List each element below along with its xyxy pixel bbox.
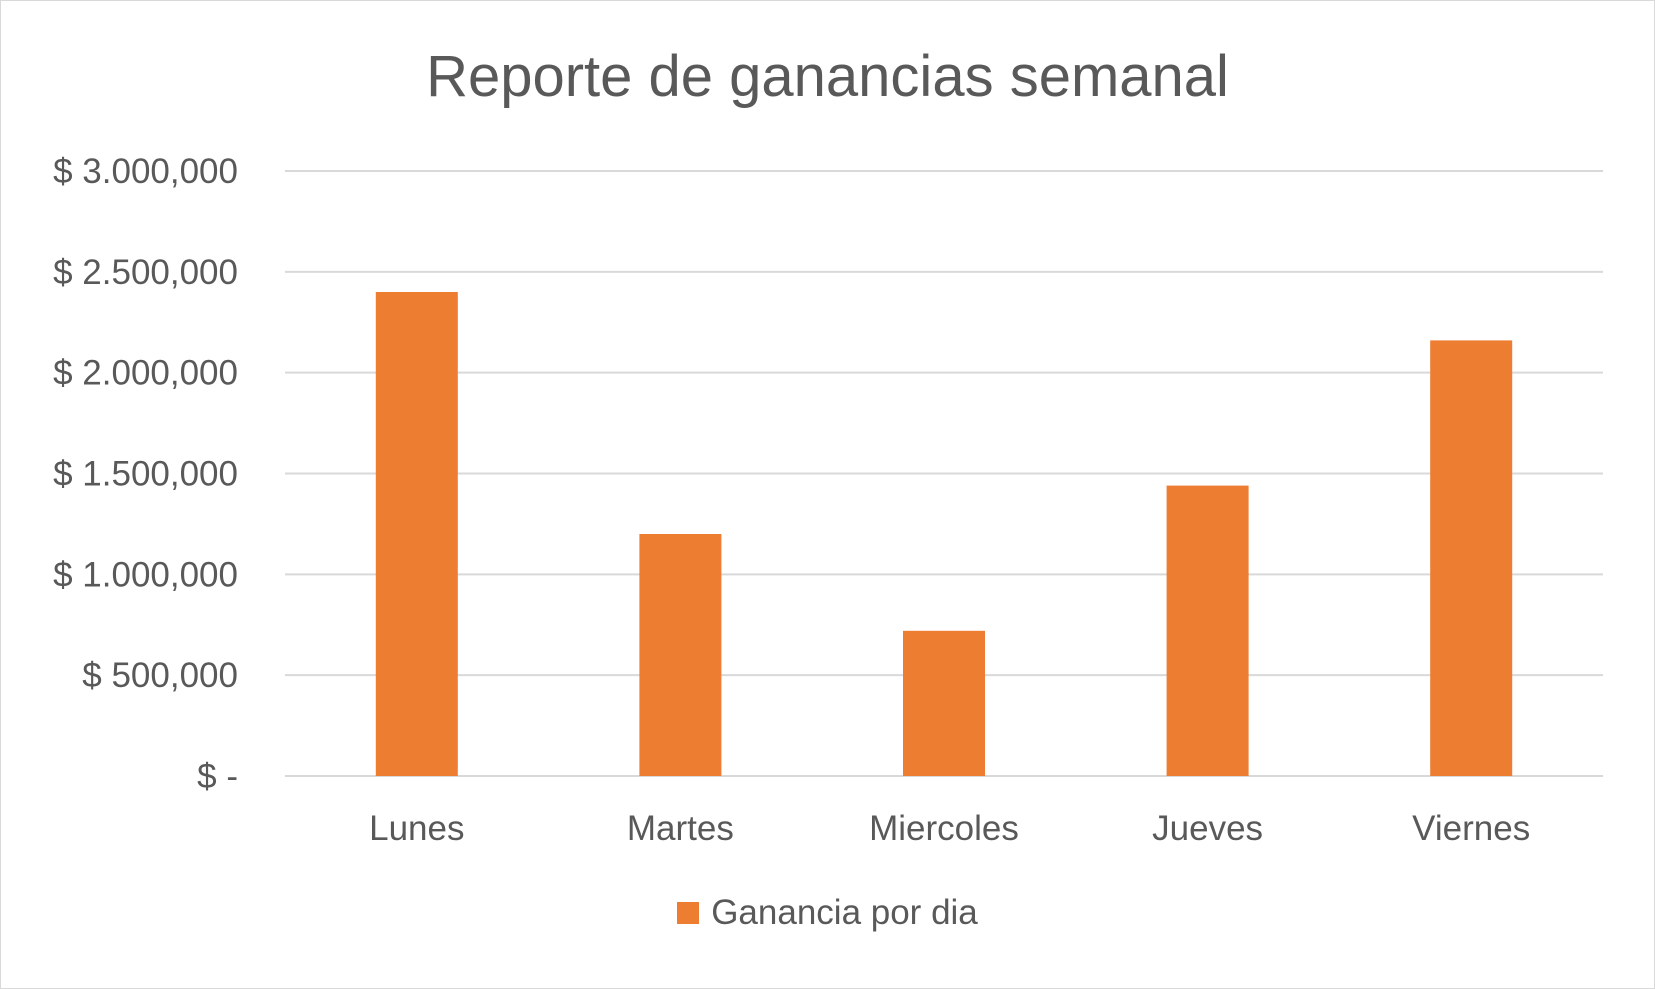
y-tick-label: $ 3.000,000 [53,152,238,191]
bar-lunes [375,292,458,776]
gridlines [285,170,1603,777]
x-tick-label: Jueves [1152,809,1263,848]
x-tick-label: Miercoles [869,809,1019,848]
y-axis-ticks: $ - $ 500,000 $ 1.000,000 $ 1.500,000 $ 2.00… [53,152,238,796]
legend-label: Ganancia por dia [711,893,978,932]
x-axis-ticks: Lunes Martes Miercoles Jueves Viernes [369,809,1530,848]
y-tick-label: $ 500,000 [82,656,238,695]
x-tick-label: Martes [627,809,734,848]
legend-swatch [677,902,700,924]
y-tick-label: $ - [197,757,238,796]
x-tick-label: Viernes [1412,809,1530,848]
x-tick-label: Lunes [369,809,464,848]
bar-miercoles [903,630,985,776]
chart-title: Reporte de ganancias semanal [426,44,1229,109]
bar-jueves [1166,485,1249,776]
bars [375,292,1513,776]
y-tick-label: $ 2.000,000 [53,354,238,393]
y-tick-label: $ 2.500,000 [53,253,238,292]
y-tick-label: $ 1.000,000 [53,555,238,594]
y-tick-label: $ 1.500,000 [53,455,238,494]
bar-viernes [1430,340,1513,776]
bar-martes [639,534,722,776]
legend: Ganancia por dia [0,893,1655,933]
